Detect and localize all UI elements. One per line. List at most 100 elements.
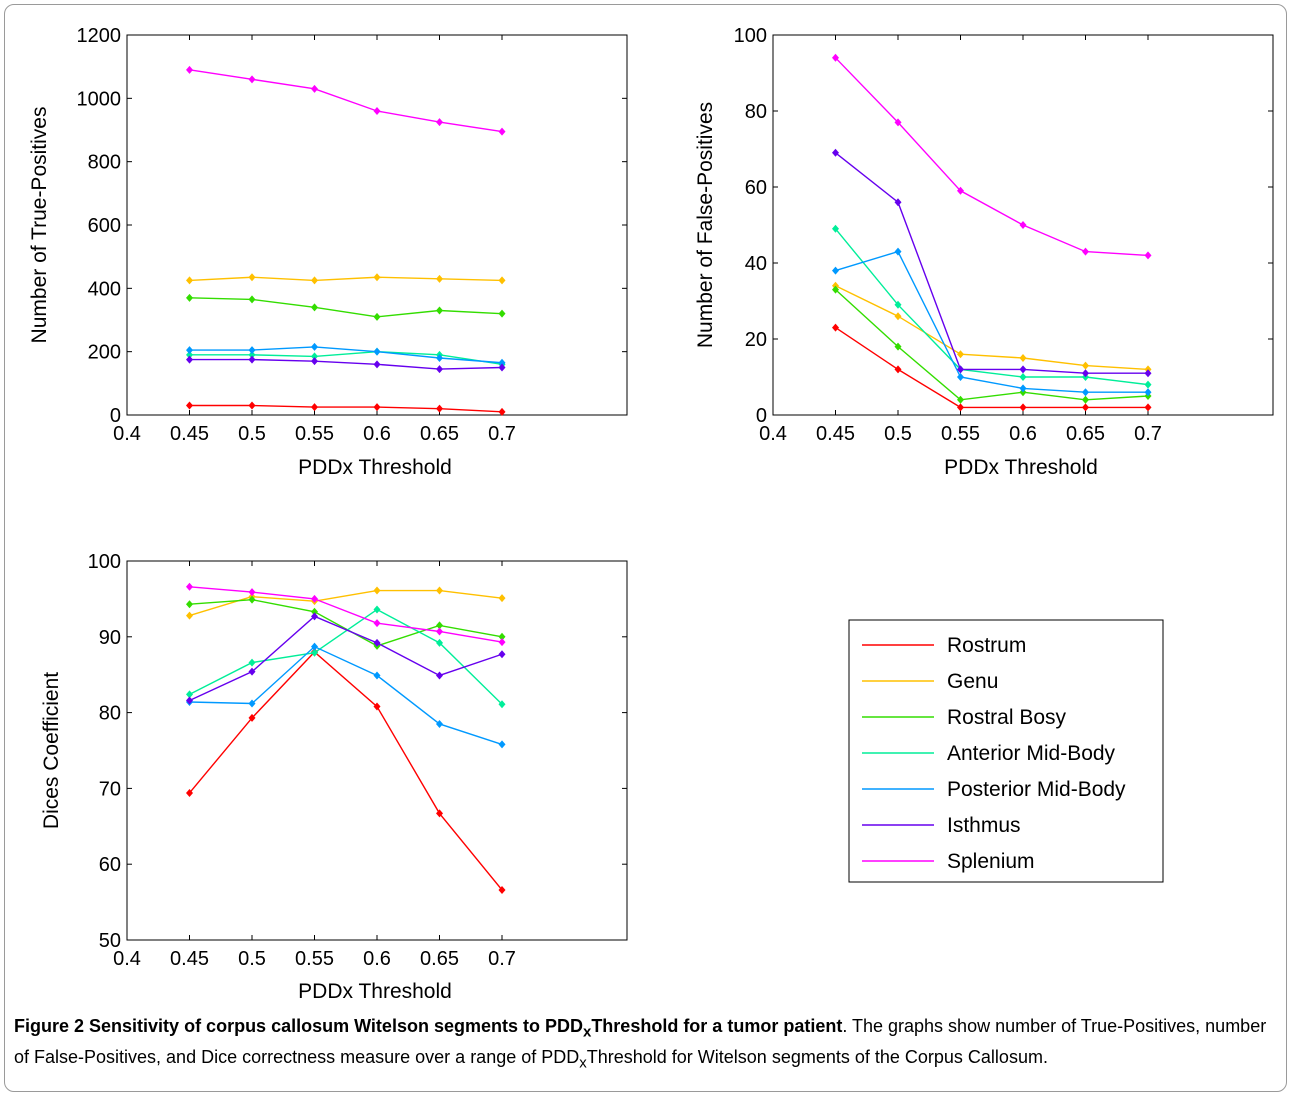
data-point [373, 638, 381, 647]
series-line [189, 404, 503, 413]
data-point [311, 84, 318, 93]
y-tick-label: 100 [734, 25, 767, 47]
data-point [832, 285, 839, 294]
legend-entry: Splenium [862, 850, 1035, 873]
data-point [373, 586, 381, 595]
legend-label: Rostral Bosy [947, 706, 1067, 729]
data-point [186, 401, 193, 410]
chart-true-positives: 0.4 0.45 0.5 0.55 0.6 0.65 0.7 0 200 400 600 800 100… [28, 25, 628, 479]
axes-box [126, 560, 628, 941]
series-posterior-mid-body [832, 247, 1152, 397]
data-point [436, 627, 443, 636]
y-axis-label: Number of False-Positives [694, 102, 717, 348]
x-tick-label: 0.65 [420, 423, 459, 445]
series-splenium [186, 582, 506, 647]
chart-false-positives: 0.4 0.45 0.5 0.55 0.6 0.65 0.7 0 20 40 60 80 100 PDDx… [694, 25, 1274, 479]
data-point [957, 186, 964, 195]
data-point [894, 300, 902, 309]
series-line [189, 69, 503, 133]
series-line [835, 250, 1148, 393]
data-point [186, 690, 193, 699]
y-axis-label: Number of True-Positives [28, 107, 51, 344]
series-anterior-mid-body [186, 605, 506, 709]
data-point [436, 586, 443, 595]
series-line [189, 350, 503, 366]
data-point [498, 127, 506, 136]
data-point [436, 306, 443, 315]
data-point [373, 403, 381, 412]
series-rostral-bosy [186, 293, 506, 321]
series-line [835, 285, 1149, 371]
x-tick-label: 0.55 [295, 948, 334, 970]
data-point [832, 224, 839, 233]
x-tick-label: 0.7 [1134, 423, 1162, 445]
series-line [189, 589, 503, 617]
data-point [832, 266, 839, 275]
legend-entry: Rostrum [862, 634, 1026, 657]
series-line [189, 276, 503, 282]
data-point [436, 671, 443, 680]
data-point [248, 273, 256, 282]
data-point [248, 346, 256, 355]
x-tick-label: 0.7 [488, 423, 516, 445]
x-tick-label: 0.45 [816, 423, 855, 445]
y-tick-label: 50 [99, 930, 121, 952]
data-point [1019, 384, 1027, 393]
series-genu [186, 273, 506, 285]
data-point [248, 350, 256, 359]
y-tick-label: 200 [88, 342, 121, 364]
data-point [311, 612, 318, 621]
data-point [498, 885, 506, 894]
x-tick-label: 0.6 [363, 948, 391, 970]
data-point [894, 365, 902, 374]
series-rostral-bosy [186, 595, 506, 650]
data-point [1082, 403, 1089, 412]
data-point [373, 312, 381, 321]
x-axis-label: PDDx Threshold [298, 456, 452, 479]
data-point [498, 594, 506, 603]
data-point [498, 276, 506, 285]
x-tick-label: 0.65 [1066, 423, 1105, 445]
data-point [1082, 361, 1089, 370]
data-point [894, 118, 902, 127]
data-point [186, 600, 193, 609]
data-point [248, 667, 256, 676]
data-point [436, 809, 443, 818]
y-tick-label: 80 [99, 703, 121, 725]
data-point [436, 621, 443, 630]
y-tick-label: 1000 [77, 88, 122, 110]
y-tick-label: 800 [88, 152, 121, 174]
data-point [1144, 403, 1152, 412]
data-point [436, 365, 443, 374]
data-point [894, 312, 902, 321]
x-tick-label: 0.6 [1009, 423, 1037, 445]
data-point [894, 342, 902, 351]
data-point [373, 605, 381, 614]
series-line [189, 358, 503, 370]
y-tick-label: 70 [99, 778, 121, 800]
y-axis-label: Dices Coefficient [40, 672, 63, 829]
data-point [498, 358, 506, 367]
data-point [498, 309, 506, 318]
data-point [1019, 365, 1027, 374]
series-isthmus [186, 355, 506, 374]
data-point [373, 360, 381, 369]
legend-box [848, 619, 1164, 883]
series-posterior-mid-body [186, 642, 506, 749]
data-point [186, 65, 193, 74]
data-point [832, 53, 839, 62]
x-tick-label: 0.45 [170, 423, 209, 445]
legend-label: Splenium [947, 850, 1035, 873]
data-point [1144, 369, 1152, 378]
x-tick-label: 0.65 [420, 948, 459, 970]
data-point [436, 118, 443, 127]
data-point [311, 594, 318, 603]
series-genu [186, 586, 506, 620]
data-point [1019, 354, 1027, 362]
data-point [311, 642, 318, 651]
legend-label: Isthmus [947, 814, 1021, 837]
legend: Rostrum Genu Rostral Bosy Anterior Mid-Body… [848, 619, 1164, 883]
data-point [498, 638, 506, 647]
data-point [1082, 395, 1089, 404]
y-tick-label: 60 [99, 854, 121, 876]
